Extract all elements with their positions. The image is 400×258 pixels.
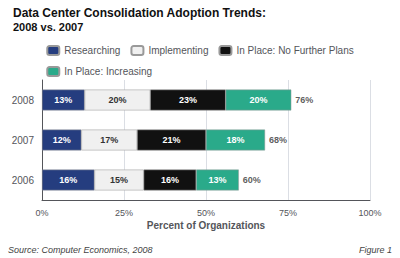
- svg-text:25%: 25%: [115, 208, 133, 218]
- svg-text:2006: 2006: [12, 175, 35, 186]
- svg-text:23%: 23%: [179, 95, 197, 105]
- svg-text:13%: 13%: [54, 95, 72, 105]
- svg-text:In Place: No Further Plans: In Place: No Further Plans: [236, 45, 353, 56]
- svg-text:75%: 75%: [279, 208, 297, 218]
- svg-text:18%: 18%: [227, 135, 245, 145]
- svg-text:12%: 12%: [53, 135, 71, 145]
- svg-text:2008: 2008: [12, 95, 35, 106]
- svg-text:Percent of Organizations: Percent of Organizations: [147, 220, 266, 231]
- svg-text:76%: 76%: [295, 95, 313, 105]
- svg-text:16%: 16%: [59, 175, 77, 185]
- svg-text:Figure 1: Figure 1: [359, 245, 392, 255]
- svg-text:50%: 50%: [197, 208, 215, 218]
- svg-text:100%: 100%: [358, 208, 381, 218]
- svg-text:60%: 60%: [243, 175, 261, 185]
- svg-text:20%: 20%: [249, 95, 267, 105]
- svg-text:15%: 15%: [110, 175, 128, 185]
- svg-text:17%: 17%: [100, 135, 118, 145]
- svg-text:16%: 16%: [161, 175, 179, 185]
- svg-text:In Place: Increasing: In Place: Increasing: [64, 66, 152, 77]
- svg-text:13%: 13%: [208, 175, 226, 185]
- svg-text:Source: Computer Economics, 20: Source: Computer Economics, 2008: [8, 245, 153, 255]
- svg-text:21%: 21%: [163, 135, 181, 145]
- svg-text:2007: 2007: [12, 135, 35, 146]
- svg-text:68%: 68%: [269, 135, 287, 145]
- svg-text:2008 vs. 2007: 2008 vs. 2007: [13, 21, 83, 33]
- svg-text:Implementing: Implementing: [148, 45, 208, 56]
- svg-text:Researching: Researching: [64, 45, 120, 56]
- svg-text:0%: 0%: [35, 208, 48, 218]
- svg-text:Data Center Consolidation Adop: Data Center Consolidation Adoption Trend…: [13, 6, 266, 20]
- svg-text:20%: 20%: [108, 95, 126, 105]
